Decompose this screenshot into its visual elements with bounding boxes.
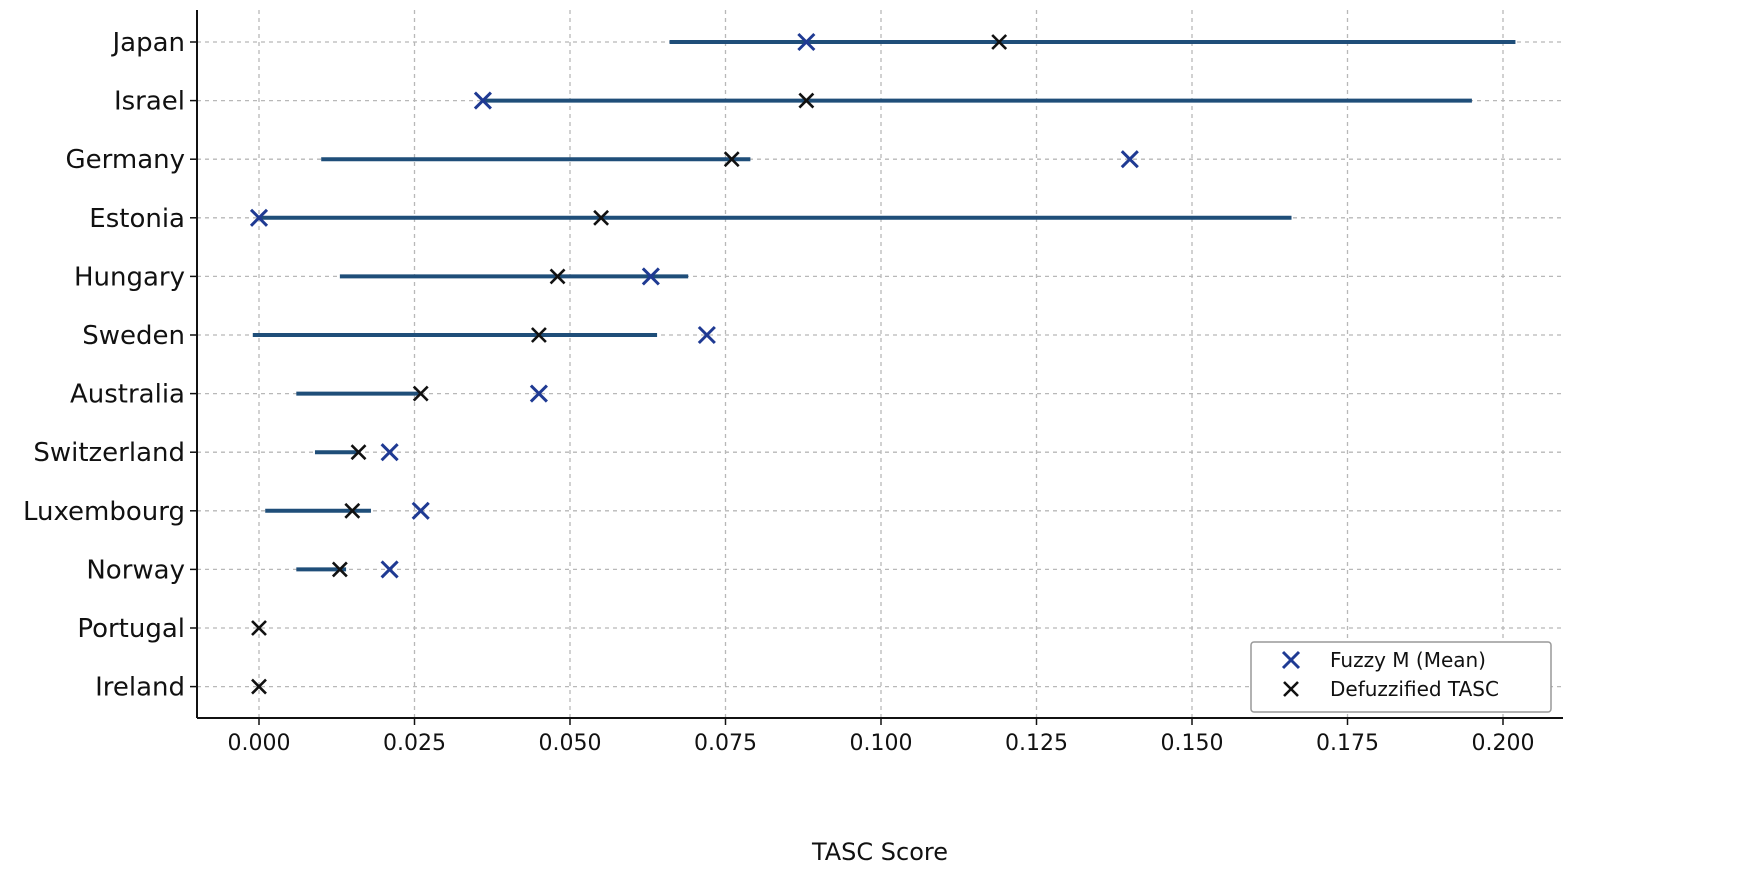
defuzzified-marker: [723, 151, 740, 168]
category-label: Australia: [70, 380, 185, 410]
x-tick-label: 0.100: [850, 731, 913, 756]
legend-defuzz-x: [1283, 681, 1299, 697]
defuzzified-marker: [350, 444, 367, 461]
category-label: Hungary: [74, 262, 185, 292]
legend-label-defuzz: Defuzzified TASC: [1330, 677, 1499, 701]
fuzzy-mean-marker: [697, 325, 716, 345]
legend: Fuzzy M (Mean) Defuzzified TASC: [1250, 641, 1552, 713]
category-label: Ireland: [95, 673, 185, 703]
category-label: Germany: [65, 145, 185, 175]
x-tick-label: 0.075: [694, 731, 757, 756]
category-label: Israel: [114, 87, 185, 117]
defuzzified-marker: [798, 92, 815, 109]
fuzzy-mean-marker: [529, 384, 548, 403]
x-tick-label: 0.125: [1005, 731, 1068, 756]
fuzzy-mean-marker: [249, 208, 269, 227]
category-label: Japan: [110, 28, 185, 58]
x-ticks: 0.000 0.025 0.050 0.075 0.100 0.125 0.150 0.175…: [228, 718, 1535, 756]
legend-box: [1250, 641, 1552, 713]
fuzzy-mean-marker: [380, 443, 399, 462]
category-label: Sweden: [82, 321, 185, 351]
fuzzy-mean-marker: [797, 32, 816, 52]
defuzzified-marker: [530, 327, 547, 343]
legend-marker-defuzz: [1283, 681, 1299, 697]
fuzzy-mean-marker: [1120, 150, 1139, 169]
category-label: Portugal: [77, 614, 185, 644]
defuzzified-marker: [251, 678, 267, 695]
x-tick-label: 0.200: [1472, 731, 1535, 756]
legend-marker-fuzzy: [1281, 650, 1301, 670]
fuzzy-mean-marker: [380, 560, 399, 579]
grid: [197, 10, 1563, 718]
category-label: Estonia: [89, 204, 185, 234]
x-tick-label: 0.175: [1316, 731, 1379, 756]
x-axis-title: TASC Score: [811, 838, 948, 866]
x-tick-label: 0.000: [228, 731, 291, 756]
defuzzified-marker: [344, 502, 361, 519]
axes: [196, 10, 1563, 719]
x-tick-label: 0.150: [1161, 731, 1224, 756]
defuzzified-marker: [593, 209, 610, 226]
y-category-labels: Japan Israel Germany Estonia Hungary Sweden Au…: [23, 28, 197, 703]
fuzzy-mean-marker: [641, 267, 660, 286]
defuzzified-marker: [549, 268, 566, 285]
defuzzified-marker: [331, 561, 348, 578]
legend-label-fuzzy: Fuzzy M (Mean): [1330, 648, 1486, 672]
category-label: Switzerland: [33, 438, 185, 468]
x-tick-label: 0.025: [383, 731, 446, 756]
defuzzified-marker: [991, 34, 1008, 50]
defuzzified-marker: [251, 620, 267, 636]
range-bars: [252, 40, 1516, 572]
x-tick-label: 0.050: [539, 731, 602, 756]
fuzzy-mean-marker: [411, 501, 430, 520]
markers: [249, 32, 1139, 695]
legend-fuzzy-x: [1281, 650, 1301, 670]
defuzzified-marker: [412, 385, 429, 402]
category-label: Norway: [86, 555, 185, 585]
category-label: Luxembourg: [23, 497, 185, 527]
fuzzy-mean-marker: [473, 91, 492, 110]
